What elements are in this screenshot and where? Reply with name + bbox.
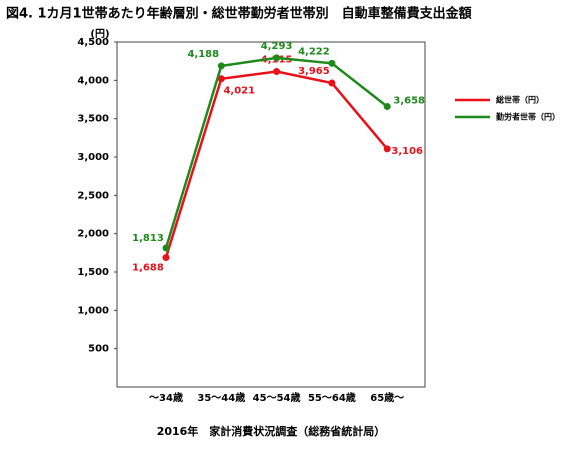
data-point [162,244,170,252]
data-label: 3,965 [298,66,330,77]
data-label: 4,222 [298,46,330,57]
plot-area [116,41,426,388]
data-point [217,62,225,70]
data-point [383,103,391,111]
y-tick-label: 2,500 [77,190,109,201]
data-label: 4,188 [187,49,219,60]
data-label: 4,021 [223,86,255,97]
data-point [162,254,170,262]
y-tick-label: 2,000 [77,229,109,240]
x-tick-label: ～34歳 [149,391,183,404]
y-tick-label: 3,500 [77,114,109,125]
y-tick-label: 1,000 [77,305,109,316]
y-axis-label: (円) [90,28,109,40]
legend-label: 勤労者世帯（円） [496,112,560,122]
data-point [273,68,281,76]
y-tick-label: 3,000 [77,152,109,163]
data-point [217,75,225,83]
data-label: 1,813 [132,233,164,244]
data-label: 3,106 [391,146,423,157]
data-label: 1,688 [132,263,164,274]
y-tick-label: 500 [88,344,109,355]
x-tick-label: 55～64歳 [308,391,356,404]
data-point [328,59,336,67]
y-tick-label: 4,000 [77,75,109,86]
x-tick-label: 45～54歳 [253,391,301,404]
data-label: 3,658 [393,96,425,107]
chart-title: 図4. 1カ月1世帯あたり年齢層別・総世帯勤労者世帯別 自動車整備費支出金額 [6,6,472,22]
x-tick-label: 35～44歳 [197,391,245,404]
x-tick-label: 65歳～ [370,391,404,404]
footer: 2016年 家計消費状況調査（総務省統計局） [157,424,386,438]
series-line [164,70,389,258]
legend-label: 総世帯（円） [496,95,544,105]
y-tick-label: 1,500 [77,267,109,278]
data-point [273,54,281,62]
data-point [383,145,391,153]
y-tick-label: 4,500 [77,37,109,48]
data-point [328,79,336,87]
data-label: 4,293 [261,41,293,52]
